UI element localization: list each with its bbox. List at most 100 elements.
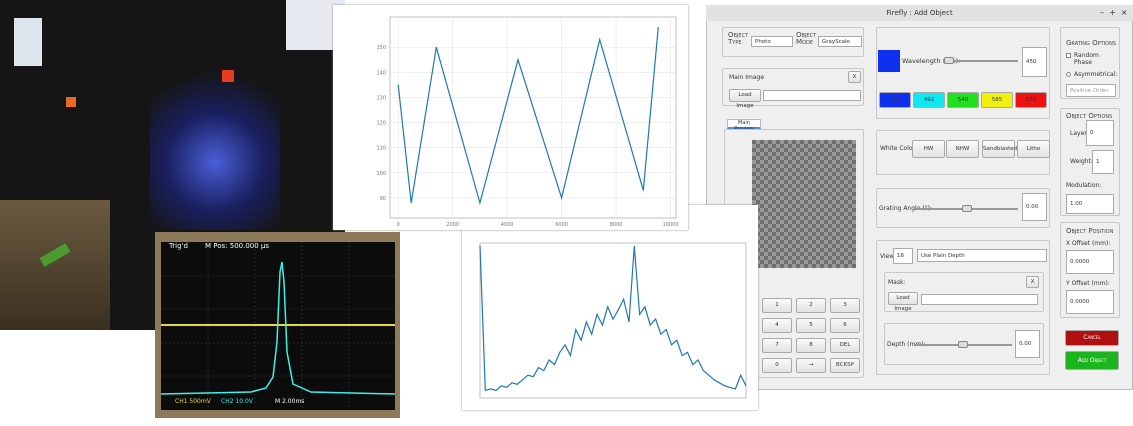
label: Grating Angle (°): (879, 205, 933, 212)
key[interactable]: 2 (796, 298, 826, 313)
checkbox[interactable] (1066, 53, 1071, 58)
image-group (722, 68, 864, 106)
key[interactable]: 5 (796, 318, 826, 333)
key[interactable]: 8 (796, 338, 826, 353)
preset-button[interactable]: 492 (913, 92, 945, 108)
combo[interactable]: Use Plain Depth (917, 249, 1047, 262)
window-controls: – + × (1100, 5, 1128, 21)
preset-button[interactable]: 540 (947, 92, 979, 108)
add-button[interactable]: Add Object (1065, 351, 1119, 370)
x-tick-label: 0 (397, 222, 400, 228)
key[interactable]: 0 (762, 358, 792, 373)
close-button[interactable]: X (1026, 276, 1039, 288)
label: Modulation: (1066, 182, 1102, 189)
key[interactable]: 3 (830, 298, 860, 313)
tab[interactable]: Main Preview (727, 119, 761, 132)
spinbox[interactable]: 0 (1086, 120, 1114, 146)
preset-button[interactable]: 585 (981, 92, 1013, 108)
maximize[interactable]: + (1109, 8, 1116, 17)
slider-knob[interactable] (944, 57, 954, 64)
close-button[interactable]: X (848, 71, 861, 83)
marker (66, 97, 76, 107)
wavelength-group (876, 27, 1050, 119)
position-group (1060, 222, 1120, 318)
spinbox[interactable]: 0.0000 (1066, 250, 1114, 274)
scope-status: Trig'd (169, 242, 188, 250)
x-tick-label: 4000 (501, 222, 514, 228)
slider-knob[interactable] (958, 341, 968, 348)
label: Object Mode (796, 31, 817, 46)
label: Layer: (1070, 130, 1089, 137)
load-button[interactable]: Load Image (729, 89, 761, 109)
spinbox[interactable]: 1.00 (1066, 194, 1114, 214)
key[interactable]: BCKSP (830, 358, 860, 373)
key[interactable]: 4 (762, 318, 792, 333)
scope-ch1: CH1 500mV (175, 398, 211, 405)
label: Weight: (1070, 158, 1093, 165)
key[interactable]: → (796, 358, 826, 373)
slider-knob[interactable] (962, 205, 972, 212)
checkbox[interactable] (1066, 72, 1071, 77)
minimize[interactable]: – (1100, 8, 1104, 17)
label: White Colors: (880, 145, 921, 152)
group-title: Object Position (1066, 227, 1114, 235)
y-tick-label: 100 (376, 171, 386, 177)
spinbox[interactable]: 0.00 (1022, 193, 1047, 221)
label: Y Offset (mm): (1066, 280, 1110, 287)
label: Object Type (728, 31, 749, 46)
combo[interactable]: Photo (751, 36, 793, 47)
y-tick-label: 140 (376, 70, 386, 76)
y-tick-label: 130 (376, 95, 386, 101)
path-field[interactable] (763, 90, 861, 101)
spinbox[interactable]: 0.0000 (1066, 290, 1114, 314)
spinbox[interactable]: 0.00 (1015, 330, 1040, 358)
object-group (1060, 108, 1120, 216)
combo[interactable]: Positive Order (1066, 84, 1116, 97)
white-button[interactable]: Litho (1017, 140, 1050, 158)
spinbox[interactable]: 450 (1022, 47, 1047, 77)
cables (0, 200, 110, 330)
type-group (722, 27, 864, 57)
grating-group (1060, 27, 1120, 99)
key[interactable]: 6 (830, 318, 860, 333)
plot-area (479, 242, 747, 399)
path-field[interactable] (921, 294, 1038, 305)
combo[interactable]: GrayScale (818, 36, 862, 47)
depth-subgroup (884, 323, 1044, 365)
marker (222, 70, 234, 82)
preset-button[interactable]: 633 (1015, 92, 1047, 108)
spinbox[interactable]: 1 (1092, 150, 1114, 174)
data-line (397, 27, 659, 206)
slider[interactable] (943, 60, 1018, 62)
y-tick-label: 90 (380, 196, 386, 202)
white-button[interactable]: Sandblasted (982, 140, 1017, 158)
cancel-button[interactable]: Cancel (1065, 330, 1119, 346)
load-button[interactable]: Load Image (888, 292, 918, 312)
label: Asymmetrical: (1074, 71, 1118, 78)
white-button[interactable]: HW (912, 140, 945, 158)
color-swatch (878, 50, 900, 72)
y-tick-label: 120 (376, 121, 386, 127)
title-bar: Firefly : Add Object (706, 5, 1133, 21)
key[interactable]: DEL (830, 338, 860, 353)
label: Views: (880, 253, 900, 260)
close[interactable]: × (1120, 8, 1128, 17)
key[interactable]: 1 (762, 298, 792, 313)
scope-screen (161, 242, 395, 410)
x-tick-label: 10000 (663, 222, 679, 228)
x-tick-label: 8000 (610, 222, 623, 228)
spinbox[interactable]: 16 (893, 248, 913, 264)
phase-chart: 90 100 110 120 130 140 150 0 2000 4000 6000 8000 100… (333, 5, 688, 230)
label: Depth (mm): (887, 341, 926, 348)
preset-button[interactable]: 405 (879, 92, 911, 108)
mask-group (884, 272, 1044, 312)
white-button[interactable]: NHW (946, 140, 979, 158)
scope-timebase: M 2.00ms (275, 398, 305, 405)
key[interactable]: 7 (762, 338, 792, 353)
label: Wavelength (nm): (902, 57, 961, 65)
label: Main Image (729, 74, 765, 81)
light-glow (150, 60, 280, 230)
group-title: Grating Options (1066, 39, 1116, 47)
group-title: Object Options (1066, 112, 1113, 120)
